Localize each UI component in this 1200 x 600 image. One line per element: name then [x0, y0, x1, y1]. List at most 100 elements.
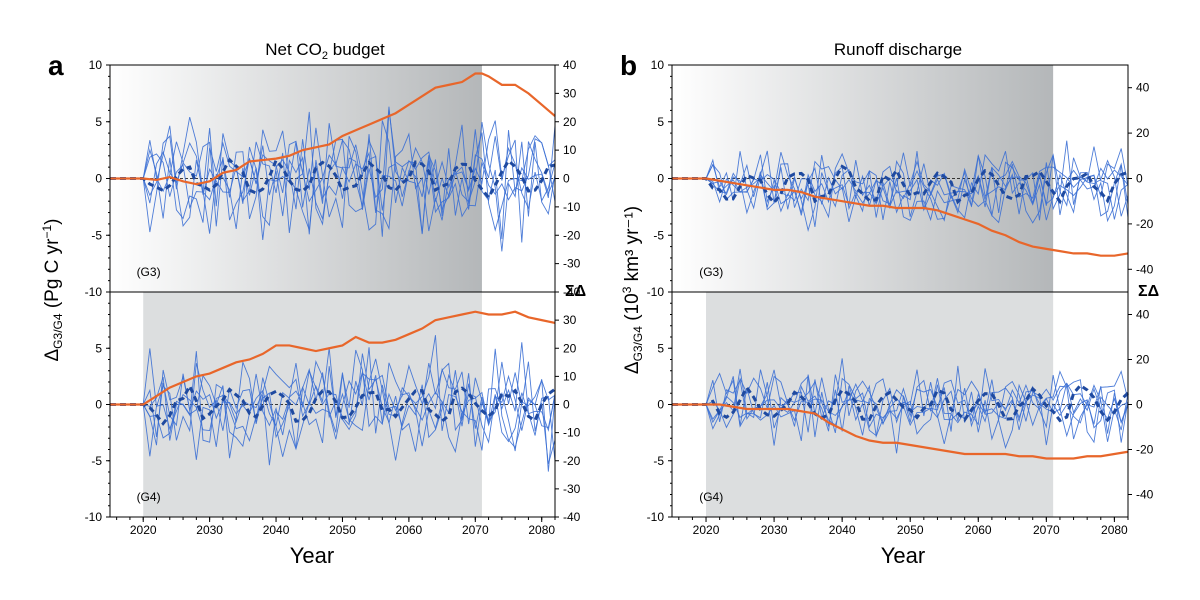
- right-y-tick-label: 0: [563, 398, 570, 412]
- lower-subplot-g4: 5 0 -5 -10 30 20 10 0 -10 -20 -30 -40 (G4) 2020 2030 20…: [85, 291, 581, 537]
- y-tick-label: 5: [95, 341, 102, 355]
- right-y-tick-label: 0: [563, 172, 570, 186]
- panel-b: b Runoff discharge 10 5 0 -5 -10 40 20 0 -20 -40 (…: [620, 40, 1159, 568]
- y-tick-label: -5: [653, 454, 664, 468]
- right-y-tick-label: 10: [563, 369, 577, 383]
- upper-subplot-g3: 10 5 0 -5 -10 40 30 20 10 0 -10 -20 -30 -40 (G3): [85, 58, 581, 299]
- subplot-label: (G3): [699, 265, 723, 279]
- right-y-tick-label: 10: [563, 143, 577, 157]
- ensemble-member-line: [110, 348, 556, 472]
- ensemble-member-line: [672, 374, 1129, 450]
- right-y-tick-label: -20: [1136, 443, 1154, 457]
- y-tick-label: 10: [89, 58, 103, 72]
- right-y-tick-label: -40: [563, 510, 581, 524]
- ensemble-member-line: [672, 140, 1129, 222]
- y-tick-label: 10: [651, 58, 665, 72]
- panel-a: a Net CO2 budget 10 5 0 -5 -10 40 30 20 10 0 -10 -2…: [40, 40, 586, 568]
- ensemble-member-line: [672, 368, 1129, 446]
- panel-letter: a: [48, 50, 64, 81]
- cumulative-sum-line: [672, 177, 1129, 257]
- x-tick-label: 2080: [528, 523, 555, 537]
- y-axis-label: ΔG3/G4 (Pg C yr−1): [40, 218, 65, 361]
- right-y-tick-label: 0: [1136, 172, 1143, 186]
- ensemble-member-line: [672, 365, 1129, 454]
- right-y-tick-label: -20: [1136, 217, 1154, 231]
- subplot-label: (G4): [699, 490, 723, 504]
- right-y-tick-label: 20: [563, 341, 577, 355]
- y-tick-label: 5: [657, 115, 664, 129]
- right-y-tick-label: -40: [1136, 262, 1154, 276]
- x-tick-label: 2050: [329, 523, 356, 537]
- y-tick-label: -10: [85, 285, 103, 299]
- right-y-tick-label: 30: [563, 313, 577, 327]
- x-tick-label: 2020: [130, 523, 157, 537]
- right-y-tick-label: -10: [563, 200, 581, 214]
- y-tick-label: -5: [653, 228, 664, 242]
- y-tick-label: 0: [657, 398, 664, 412]
- ensemble-mean-line: [672, 164, 1129, 205]
- x-tick-label: 2040: [829, 523, 856, 537]
- panel-letter: b: [620, 50, 637, 81]
- ensemble-member-line: [672, 146, 1129, 224]
- cumulative-sum-line: [672, 403, 1129, 460]
- right-y-tick-label: 30: [563, 86, 577, 100]
- right-y-tick-label: -20: [563, 228, 581, 242]
- chart-title: Runoff discharge: [834, 40, 962, 59]
- right-y-tick-label: 0: [1136, 398, 1143, 412]
- right-y-tick-label: 40: [1136, 308, 1150, 322]
- ensemble-mean-line: [110, 382, 556, 426]
- right-y-tick-label: -10: [563, 426, 581, 440]
- right-y-tick-label: -20: [563, 454, 581, 468]
- cumulative-sum-line: [110, 310, 556, 406]
- chart-title: Net CO2 budget: [265, 40, 385, 62]
- subplot-label: (G4): [137, 490, 161, 504]
- ensemble-member-line: [672, 358, 1129, 442]
- x-tick-label: 2020: [693, 523, 720, 537]
- right-y-tick-label: 20: [563, 115, 577, 129]
- y-axis-label: ΔG3/G4 (103 km³ yr⁻¹): [620, 206, 645, 374]
- y-tick-label: 0: [657, 172, 664, 186]
- x-tick-label: 2060: [396, 523, 423, 537]
- cumulative-sum-line: [110, 72, 556, 186]
- right-y-tick-label: -40: [563, 285, 581, 299]
- y-tick-label: 0: [95, 398, 102, 412]
- x-tick-label: 2080: [1101, 523, 1128, 537]
- ensemble-member-line: [110, 109, 556, 237]
- x-axis-label: Year: [290, 543, 334, 568]
- right-y-tick-label: 40: [563, 58, 577, 72]
- y-tick-label: -10: [85, 510, 103, 524]
- ensemble-member-line: [110, 335, 556, 462]
- y-tick-label: 5: [95, 115, 102, 129]
- x-tick-label: 2030: [196, 523, 223, 537]
- y-tick-label: -5: [91, 454, 102, 468]
- y-tick-label: 0: [95, 172, 102, 186]
- right-y-tick-label: -40: [1136, 488, 1154, 502]
- right-y-tick-label: 20: [1136, 126, 1150, 140]
- right-y-tick-label: -30: [563, 257, 581, 271]
- x-tick-label: 2030: [761, 523, 788, 537]
- ensemble-member-line: [110, 116, 556, 243]
- x-tick-label: 2070: [462, 523, 489, 537]
- upper-subplot-g3: 10 5 0 -5 -10 40 20 0 -20 -40 (G3): [647, 58, 1154, 299]
- y-tick-label: -5: [91, 228, 102, 242]
- x-axis-label: Year: [881, 543, 925, 568]
- right-y-tick-label: 40: [1136, 81, 1150, 95]
- ensemble-mean-line: [110, 157, 556, 201]
- subplot-label: (G3): [137, 265, 161, 279]
- x-tick-label: 2040: [263, 523, 290, 537]
- sigma-delta-label: ΣΔ: [565, 283, 586, 300]
- right-y-tick-label: 20: [1136, 353, 1150, 367]
- y-tick-label: -10: [647, 510, 665, 524]
- y-tick-label: 5: [657, 341, 664, 355]
- x-tick-label: 2060: [965, 523, 992, 537]
- sigma-delta-label: ΣΔ: [1138, 283, 1159, 300]
- ensemble-member-line: [110, 351, 556, 461]
- x-tick-label: 2050: [897, 523, 924, 537]
- ensemble-member-line: [672, 151, 1129, 223]
- x-tick-label: 2070: [1033, 523, 1060, 537]
- lower-subplot-g4: 5 0 -5 -10 40 20 0 -20 -40 (G4) 2020 2030 2040 2050 20…: [647, 291, 1154, 537]
- ensemble-member-line: [110, 123, 556, 231]
- y-tick-label: -10: [647, 285, 665, 299]
- right-y-tick-label: -30: [563, 482, 581, 496]
